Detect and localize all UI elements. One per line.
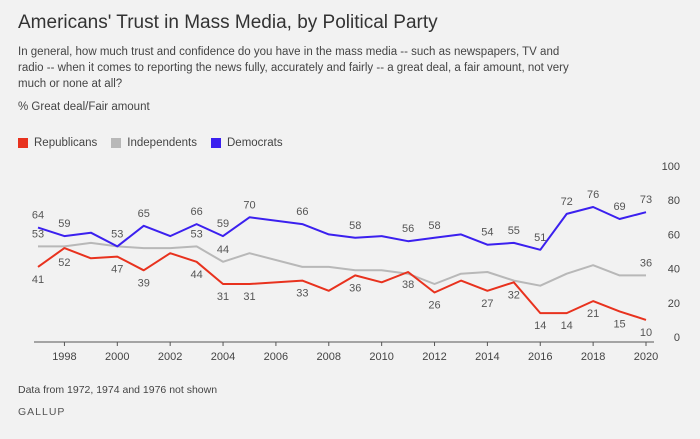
x-tick-label: 2018: [581, 351, 605, 363]
republicans-data-label: 27: [481, 298, 493, 310]
republicans-data-label: 26: [428, 300, 440, 312]
y-tick-label: 100: [662, 161, 680, 173]
independents-data-label: 36: [640, 257, 652, 269]
source-label: GALLUP: [18, 406, 66, 418]
democrats-data-label: 64: [32, 210, 44, 222]
democrats-data-label: 54: [481, 227, 493, 239]
y-tick-label: 60: [668, 229, 680, 241]
legend-label-republicans: Republicans: [34, 137, 98, 149]
y-tick-label: 0: [674, 332, 680, 344]
democrats-data-label: 56: [402, 223, 414, 235]
republicans-data-label: 52: [58, 257, 70, 269]
republicans-data-label: 33: [296, 288, 308, 300]
democrats-data-label: 73: [640, 194, 652, 206]
independents-data-label: 53: [32, 228, 44, 240]
democrats-data-label: 66: [190, 206, 202, 218]
democrats-data-label: 58: [428, 220, 440, 232]
republicans-data-label: 38: [402, 279, 414, 291]
republicans-data-label: 31: [217, 291, 229, 303]
chart-title: Americans' Trust in Mass Media, by Polit…: [18, 12, 438, 33]
republicans-data-label: 31: [243, 291, 255, 303]
democrats-data-label: 51: [534, 232, 546, 244]
democrats-data-label: 59: [217, 218, 229, 230]
republicans-data-label: 14: [561, 320, 573, 332]
democrats-data-label: 72: [561, 196, 573, 208]
x-tick-label: 2008: [317, 351, 341, 363]
x-tick-label: 1998: [52, 351, 76, 363]
chart-subtitle: In general, how much trust and confidenc…: [18, 46, 569, 90]
independents-line: [38, 241, 646, 287]
democrats-data-label: 69: [613, 201, 625, 213]
legend-swatch-republicans: [18, 138, 28, 148]
republicans-data-label: 14: [534, 320, 546, 332]
legend-swatch-democrats: [211, 138, 221, 148]
y-tick-label: 40: [668, 264, 680, 276]
republicans-data-label: 36: [349, 282, 361, 294]
republicans-data-label: 39: [138, 277, 150, 289]
democrats-data-label: 66: [296, 206, 308, 218]
democrats-data-label: 70: [243, 199, 255, 211]
x-tick-label: 2004: [211, 351, 235, 363]
democrats-data-label: 55: [508, 225, 520, 237]
legend-item-republicans: Republicans: [18, 137, 97, 149]
y-tick-label: 20: [668, 298, 680, 310]
x-tick-label: 2002: [158, 351, 182, 363]
republicans-data-label: 15: [613, 318, 625, 330]
independents-data-label: 53: [190, 228, 202, 240]
y-tick-label: 80: [668, 195, 680, 207]
x-tick-label: 2020: [634, 351, 658, 363]
democrats-line: [37, 206, 647, 251]
measure-label: % Great deal/Fair amount: [18, 101, 150, 113]
democrats-data-label: 58: [349, 220, 361, 232]
legend-item-democrats: Democrats: [211, 137, 283, 149]
republicans-data-label: 21: [587, 308, 599, 320]
x-tick-label: 2016: [528, 351, 552, 363]
chart-legend: Republicans Independents Democrats: [18, 137, 283, 149]
democrats-data-label: 59: [58, 218, 70, 230]
republicans-data-label: 41: [32, 274, 44, 286]
legend-item-independents: Independents: [111, 137, 197, 149]
democrats-data-label: 65: [138, 208, 150, 220]
republicans-data-label: 47: [111, 264, 123, 276]
republicans-data-label: 32: [508, 289, 520, 301]
republicans-data-label: 44: [190, 269, 202, 281]
independents-data-label: 44: [217, 244, 229, 256]
republicans-data-label: 10: [640, 327, 652, 339]
x-tick-label: 2012: [422, 351, 446, 363]
x-tick-label: 2006: [264, 351, 288, 363]
democrats-data-label: 53: [111, 228, 123, 240]
republicans-line: [37, 247, 647, 321]
legend-swatch-independents: [111, 138, 122, 148]
footnote: Data from 1972, 1974 and 1976 not shown: [18, 384, 218, 396]
legend-label-independents: Independents: [127, 137, 197, 149]
x-tick-label: 2000: [105, 351, 129, 363]
legend-label-democrats: Democrats: [227, 137, 283, 149]
democrats-data-label: 76: [587, 189, 599, 201]
x-tick-label: 2010: [369, 351, 393, 363]
x-tick-label: 2014: [475, 351, 499, 363]
